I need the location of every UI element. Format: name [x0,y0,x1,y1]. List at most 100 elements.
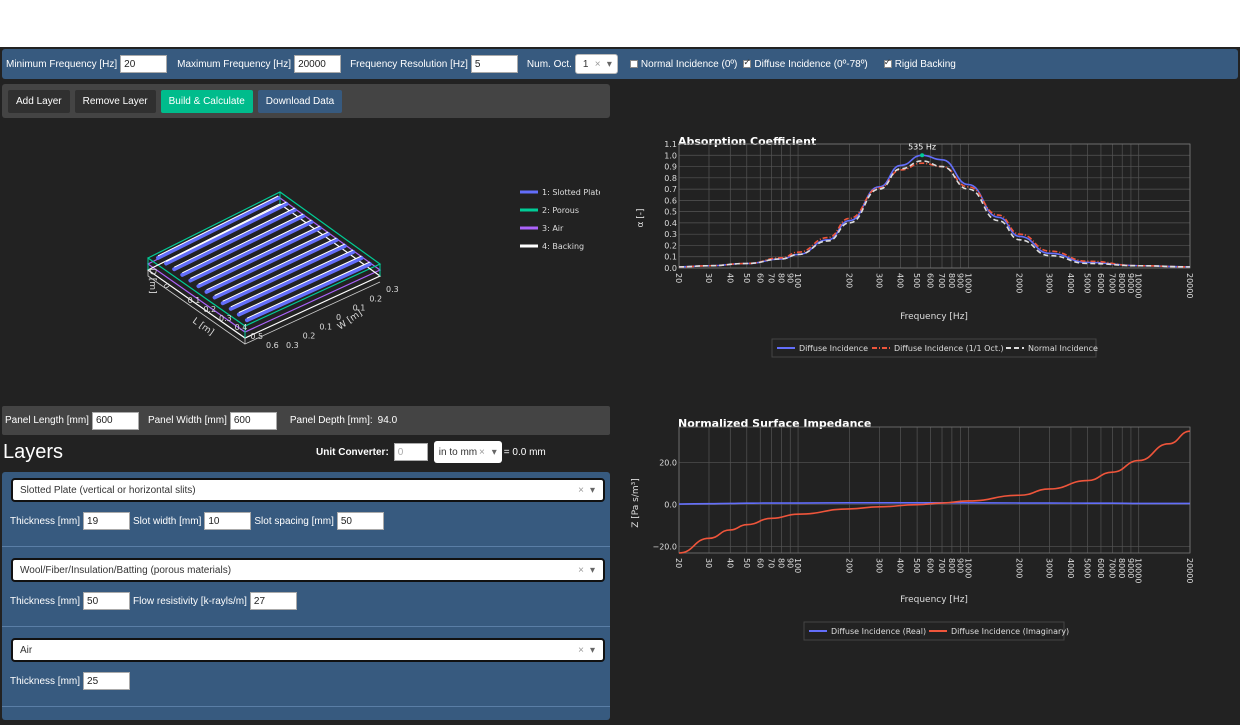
build-calculate-button[interactable]: Build & Calculate [160,89,253,113]
x-tick-label: 500 [912,558,921,573]
y-tick-label: 0.0 [664,501,677,510]
x-tick-label: 10000 [1134,273,1143,298]
clear-icon[interactable]: × [578,565,584,576]
top-blank-area [0,0,1240,47]
series-line[interactable] [678,160,1191,268]
layer-1-slot-width-input[interactable]: 10 [204,512,252,530]
absorption-ylabel: α [-] [636,208,646,227]
x-tick-label: 100 [793,273,802,288]
layer-1-type-select[interactable]: Slotted Plate (vertical or horizontal sl… [11,478,605,502]
x-tick-label: 30 [704,558,713,568]
rigid-backing-checkbox[interactable]: Rigid Backing [883,57,956,70]
x-tick-label: 10000 [1134,558,1143,583]
series-line[interactable] [678,502,1190,505]
x-tick-label: 900 [956,273,965,288]
absorption-coefficient-chart[interactable]: Absorption Coefficient α [-] Frequency [… [630,130,1230,370]
panel-width-input[interactable]: 600 [229,411,277,430]
checkbox-checked-icon[interactable] [743,57,752,68]
y-tick-label: 0.8 [664,174,677,183]
x-tick-label: 4000 [1066,558,1075,578]
panel-3d-view[interactable]: D [m] 0 0.10.20.30.40.50.6 0.30.20.100.1… [130,170,600,360]
x-tick-label: 7000 [1107,558,1116,578]
legend-item[interactable]: 3: Air [542,224,564,233]
w-axis-tick: 0.1 [353,304,366,313]
w-axis-tick: 0.3 [286,341,299,350]
x-tick-label: 8000 [1117,273,1126,293]
x-tick-label: 1000 [963,558,972,578]
impedance-ylabel: Z [Pa s/m³] [631,478,641,528]
legend-item[interactable]: Diffuse Incidence (Real) [831,627,926,636]
diffuse-incidence-label: Diffuse Incidence (0º-78º) [754,58,868,70]
x-tick-label: 20 [674,558,683,568]
remove-layer-button[interactable]: Remove Layer [74,89,156,113]
unit-converter-select[interactable]: in to mm × ▾ [433,441,502,463]
legend-item[interactable]: 1: Slotted Plate [542,188,600,197]
layer-3-type-select[interactable]: Air × ▾ [11,638,605,662]
legend-item[interactable]: Diffuse Incidence [799,344,868,353]
series-line[interactable] [678,430,1191,554]
clear-icon[interactable]: × [578,645,584,656]
x-tick-label: 7000 [1107,273,1116,293]
absorption-legend[interactable]: Diffuse Incidence Diffuse Incidence (1/1 … [771,338,1098,358]
max-frequency-input[interactable]: 20000 [294,55,342,73]
legend-item[interactable]: Diffuse Incidence (Imaginary) [951,627,1069,636]
slat-edge [165,201,287,262]
normal-incidence-checkbox[interactable]: Normal Incidence (0º) [629,59,737,70]
impedance-legend[interactable]: Diffuse Incidence (Real) Diffuse Incidenc… [803,621,1069,641]
layer-2-thickness-input[interactable]: 50 [83,592,131,610]
x-tick-label: 50 [742,558,751,568]
thickness-label: Thickness [mm] [10,515,81,527]
surface-impedance-chart[interactable]: Normalized Surface Impedance Z [Pa s/m³]… [630,413,1230,653]
legend-item[interactable]: Diffuse Incidence (1/1 Oct.) [894,344,1004,353]
clear-icon[interactable]: × [578,485,584,496]
clear-icon[interactable]: × [478,446,485,458]
layer-3-select-controls: × ▾ [578,645,595,656]
chevron-down-icon[interactable]: ▾ [606,58,612,70]
l-axis-tick: 0.1 [188,296,201,305]
layer-1-fields: Thickness [mm] 19 Slot width [mm] 10 Slo… [10,512,384,530]
l-axis-tick: 0.5 [250,332,263,341]
slat-edge [182,213,304,274]
frequency-settings-bar: Minimum Frequency [Hz] 20 Maximum Freque… [2,49,1238,79]
chevron-down-icon[interactable]: ▾ [589,485,595,496]
download-data-button[interactable]: Download Data [257,89,343,113]
chevron-down-icon[interactable]: ▾ [589,645,595,656]
unit-converter-input[interactable]: 0 [393,443,428,461]
x-tick-label: 3000 [1045,273,1054,293]
frequency-resolution-input[interactable]: 5 [470,55,518,73]
chevron-down-icon[interactable]: ▾ [589,565,595,576]
layer-2-flow-resistivity-input[interactable]: 27 [249,592,297,610]
legend-item[interactable]: 2: Porous [542,206,579,215]
x-tick-label: 6000 [1096,273,1105,293]
clear-icon[interactable]: × [594,58,601,70]
min-frequency-input[interactable]: 20 [120,55,168,73]
l-axis-tick: 0.4 [235,323,248,332]
layer-1-thickness-input[interactable]: 19 [83,512,131,530]
chevron-down-icon[interactable]: ▾ [491,446,497,458]
series-line[interactable] [678,162,1191,268]
legend-item[interactable]: Normal Incidence [1028,344,1098,353]
checkbox-icon[interactable] [629,60,638,68]
diffuse-incidence-checkbox[interactable]: Diffuse Incidence (0º-78º) [743,57,868,70]
x-tick-label: 70 [767,558,776,568]
slat-edge [222,243,346,302]
x-tick-label: 200 [844,273,853,288]
layer-1-slot-spacing-input[interactable]: 50 [336,512,384,530]
layer-2-type-select[interactable]: Wool/Fiber/Insulation/Batting (porous ma… [11,558,605,582]
add-layer-button[interactable]: Add Layer [8,89,70,113]
y-tick-label: 0.0 [664,264,677,273]
x-tick-label: 20 [674,273,683,283]
panel-length-input[interactable]: 600 [91,411,139,430]
unit-converter-select-value: in to mm [438,446,478,458]
num-octaves-select[interactable]: 1 × ▾ [574,54,618,74]
series-line[interactable] [678,154,1191,268]
x-tick-label: 3000 [1045,558,1054,578]
layer-1-select-controls: × ▾ [578,485,595,496]
layer-3-thickness-input[interactable]: 25 [83,672,131,690]
slat-bar [188,220,314,283]
x-tick-label: 400 [896,273,905,288]
legend-item[interactable]: 4: Backing [542,242,584,251]
checkbox-checked-icon[interactable] [883,57,892,68]
